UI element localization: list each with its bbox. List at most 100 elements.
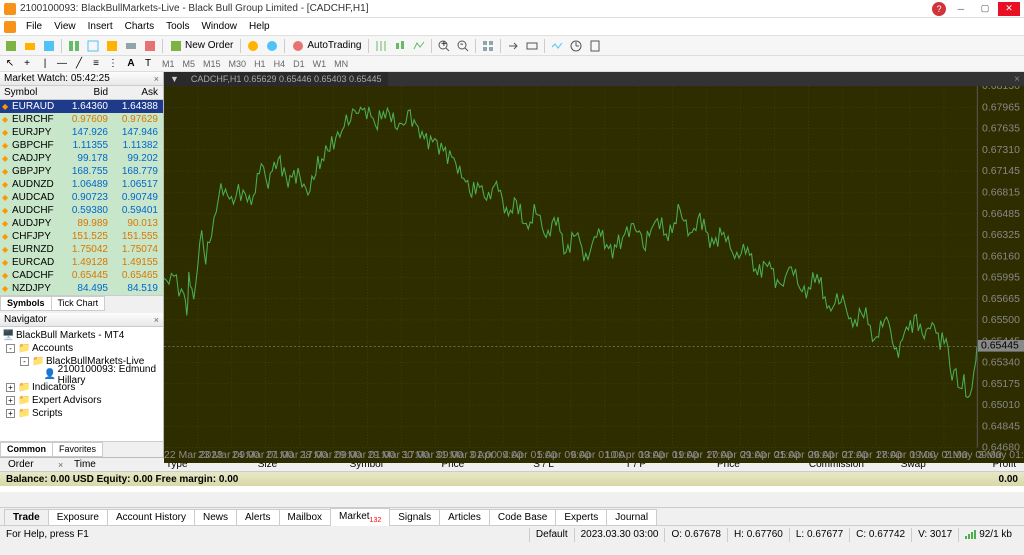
pin-icon[interactable]: ×	[154, 315, 159, 325]
tile-button[interactable]	[479, 38, 497, 54]
fib-button[interactable]: ⋮	[105, 57, 121, 71]
pin-icon[interactable]: ×	[154, 74, 159, 84]
menu-insert[interactable]: Insert	[82, 20, 119, 33]
terminal-tab-experts[interactable]: Experts	[555, 509, 607, 525]
timeframe-H4[interactable]: H4	[270, 57, 290, 71]
shift-button[interactable]	[523, 38, 541, 54]
mw-tab-tick-chart[interactable]: Tick Chart	[51, 296, 106, 311]
timeframe-D1[interactable]: D1	[289, 57, 309, 71]
terminal-tab-market[interactable]: Market132	[330, 508, 390, 526]
mw-tab-symbols[interactable]: Symbols	[0, 296, 52, 311]
market-watch-row[interactable]: ◆EURJPY147.926147.946	[0, 126, 163, 139]
nav-item[interactable]: +📁Expert Advisors	[2, 394, 161, 407]
indicators-button[interactable]	[548, 38, 566, 54]
terminal-tab-journal[interactable]: Journal	[606, 509, 657, 525]
timeframe-W1[interactable]: W1	[309, 57, 331, 71]
timeframe-MN[interactable]: MN	[330, 57, 352, 71]
text-button[interactable]: A	[123, 57, 139, 71]
connection-status[interactable]: 92/1 kb	[958, 528, 1018, 542]
terminal-tab-exposure[interactable]: Exposure	[48, 509, 108, 525]
help-icon[interactable]: ?	[932, 2, 946, 16]
terminal-tab-articles[interactable]: Articles	[439, 509, 490, 525]
market-watch-row[interactable]: ◆GBPJPY168.755168.779	[0, 165, 163, 178]
minimize-button[interactable]: ─	[950, 2, 972, 16]
terminal-tab-code-base[interactable]: Code Base	[489, 509, 556, 525]
channel-button[interactable]: ≡	[88, 57, 104, 71]
menu-charts[interactable]: Charts	[119, 20, 160, 33]
nav-item[interactable]: +📁Scripts	[2, 407, 161, 420]
zoom-out-button[interactable]: -	[454, 38, 472, 54]
meta-button[interactable]	[244, 38, 262, 54]
col-ask[interactable]: Ask	[112, 86, 162, 99]
timeframe-M1[interactable]: M1	[158, 57, 179, 71]
market-watch-row[interactable]: ◆EURAUD1.643601.64388	[0, 100, 163, 113]
market-watch-toggle[interactable]	[65, 38, 83, 54]
periods-button[interactable]	[567, 38, 585, 54]
menu-help[interactable]: Help	[243, 20, 276, 33]
terminal-tab-account-history[interactable]: Account History	[107, 509, 195, 525]
options-button[interactable]	[263, 38, 281, 54]
cursor-button[interactable]: ↖	[2, 57, 18, 71]
order-col[interactable]: ×	[50, 458, 66, 471]
market-watch-row[interactable]: ◆AUDCAD0.907230.90749	[0, 191, 163, 204]
chart-area[interactable]: 0.681300.679650.676350.673100.671450.668…	[164, 86, 1024, 463]
templates-button[interactable]	[586, 38, 604, 54]
data-window-toggle[interactable]	[84, 38, 102, 54]
col-symbol[interactable]: Symbol	[0, 86, 62, 99]
label-button[interactable]: T	[140, 57, 156, 71]
status-profile[interactable]: Default	[529, 528, 574, 542]
timeframe-M15[interactable]: M15	[199, 57, 225, 71]
terminal-tab-mailbox[interactable]: Mailbox	[279, 509, 331, 525]
nav-tab-common[interactable]: Common	[0, 442, 53, 457]
order-col[interactable]: Time	[66, 458, 158, 471]
navigator-toggle[interactable]	[103, 38, 121, 54]
tester-toggle[interactable]	[141, 38, 159, 54]
menu-tools[interactable]: Tools	[160, 20, 195, 33]
market-watch-row[interactable]: ◆GBPCHF1.113551.11382	[0, 139, 163, 152]
col-bid[interactable]: Bid	[62, 86, 112, 99]
market-watch-row[interactable]: ◆EURCHF0.976090.97629	[0, 113, 163, 126]
timeframe-M5[interactable]: M5	[179, 57, 200, 71]
zoom-in-button[interactable]: +	[435, 38, 453, 54]
timeframe-M30[interactable]: M30	[225, 57, 251, 71]
market-watch-row[interactable]: ◆CADJPY99.17899.202	[0, 152, 163, 165]
order-col[interactable]: Order	[0, 458, 50, 471]
market-watch-row[interactable]: ◆EURNZD1.750421.75074	[0, 243, 163, 256]
new-order-button[interactable]: New Order	[166, 38, 237, 54]
terminal-tab-trade[interactable]: Trade	[4, 509, 49, 525]
market-watch-row[interactable]: ◆AUDCHF0.593800.59401	[0, 204, 163, 217]
chart-pin-icon[interactable]: ×	[1010, 74, 1024, 85]
market-watch-row[interactable]: ◆AUDNZD1.064891.06517	[0, 178, 163, 191]
terminal-tab-alerts[interactable]: Alerts	[236, 509, 280, 525]
vline-button[interactable]: |	[37, 57, 53, 71]
open-button[interactable]	[21, 38, 39, 54]
chart-tab-label[interactable]: CADCHF,H1 0.65629 0.65446 0.65403 0.6544…	[185, 72, 388, 86]
timeframe-H1[interactable]: H1	[250, 57, 270, 71]
terminal-toggle[interactable]	[122, 38, 140, 54]
trendline-button[interactable]: ╱	[71, 57, 87, 71]
scroll-button[interactable]	[504, 38, 522, 54]
market-watch-row[interactable]: ◆AUDJPY89.98990.013	[0, 217, 163, 230]
nav-item[interactable]: 👤2100100093: Edmund Hillary	[2, 368, 161, 381]
line-button[interactable]	[410, 38, 428, 54]
nav-tab-favorites[interactable]: Favorites	[52, 442, 103, 457]
menu-window[interactable]: Window	[195, 20, 243, 33]
terminal-tab-signals[interactable]: Signals	[389, 509, 440, 525]
nav-root[interactable]: 🖥️BlackBull Markets - MT4	[2, 329, 161, 342]
bars-button[interactable]	[372, 38, 390, 54]
menu-file[interactable]: File	[20, 20, 48, 33]
hline-button[interactable]: —	[54, 57, 70, 71]
nav-item[interactable]: -📁Accounts	[2, 342, 161, 355]
close-button[interactable]: ✕	[998, 2, 1020, 16]
auto-trading-button[interactable]: AutoTrading	[288, 38, 365, 54]
terminal-tab-news[interactable]: News	[194, 509, 237, 525]
market-watch-row[interactable]: ◆CADCHF0.654450.65465	[0, 269, 163, 282]
profile-button[interactable]	[40, 38, 58, 54]
market-watch-row[interactable]: ◆CHFJPY151.525151.555	[0, 230, 163, 243]
new-button[interactable]	[2, 38, 20, 54]
maximize-button[interactable]: ▢	[974, 2, 996, 16]
market-watch-row[interactable]: ◆NZDJPY84.49584.519	[0, 282, 163, 295]
candles-button[interactable]	[391, 38, 409, 54]
market-watch-row[interactable]: ◆EURCAD1.491281.49155	[0, 256, 163, 269]
menu-view[interactable]: View	[48, 20, 82, 33]
